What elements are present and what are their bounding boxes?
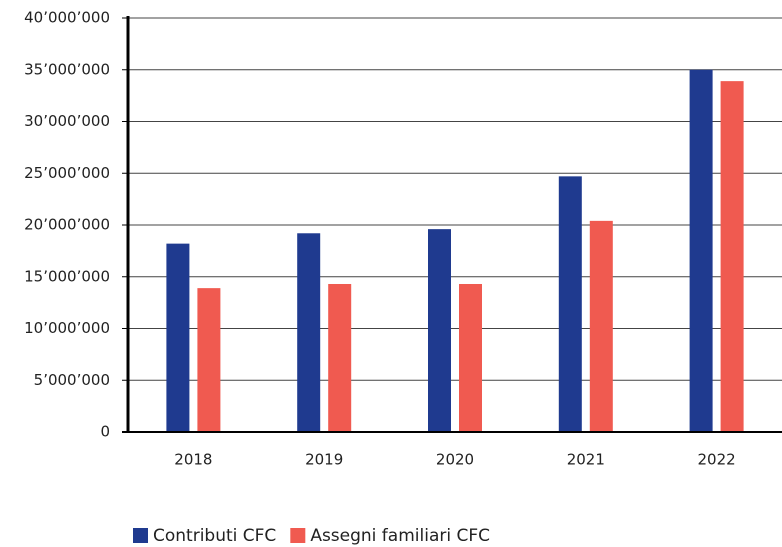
bar [197, 288, 221, 432]
y-tick-label: 5’000’000 [34, 371, 110, 389]
bar [328, 283, 352, 432]
bar [297, 233, 321, 432]
x-tick-label: 2018 [174, 451, 212, 469]
y-tick-label: 40’000’000 [24, 9, 110, 27]
bar [720, 81, 744, 432]
x-tick-label: 2020 [436, 451, 474, 469]
x-tick-label: 2019 [305, 451, 343, 469]
y-tick-label: 15’000’000 [24, 267, 110, 285]
y-tick-label: 10’000’000 [24, 319, 110, 337]
bar [558, 176, 582, 432]
bar [166, 243, 190, 432]
y-tick-label: 20’000’000 [24, 216, 110, 234]
y-tick-label: 35’000’000 [24, 60, 110, 78]
legend-label: Contributi CFC [153, 526, 276, 546]
bar [689, 69, 713, 432]
legend-swatch [290, 528, 306, 543]
x-tick-label: 2022 [698, 451, 736, 469]
x-tick-label: 2021 [567, 451, 605, 469]
bar [459, 283, 482, 432]
legend-label: Assegni familiari CFC [310, 526, 490, 546]
y-tick-label: 25’000’000 [24, 164, 110, 182]
bar [589, 220, 613, 432]
y-tick-label: 0 [100, 423, 110, 441]
bar [428, 229, 451, 432]
y-tick-label: 30’000’000 [24, 112, 110, 130]
legend-swatch [133, 528, 148, 543]
